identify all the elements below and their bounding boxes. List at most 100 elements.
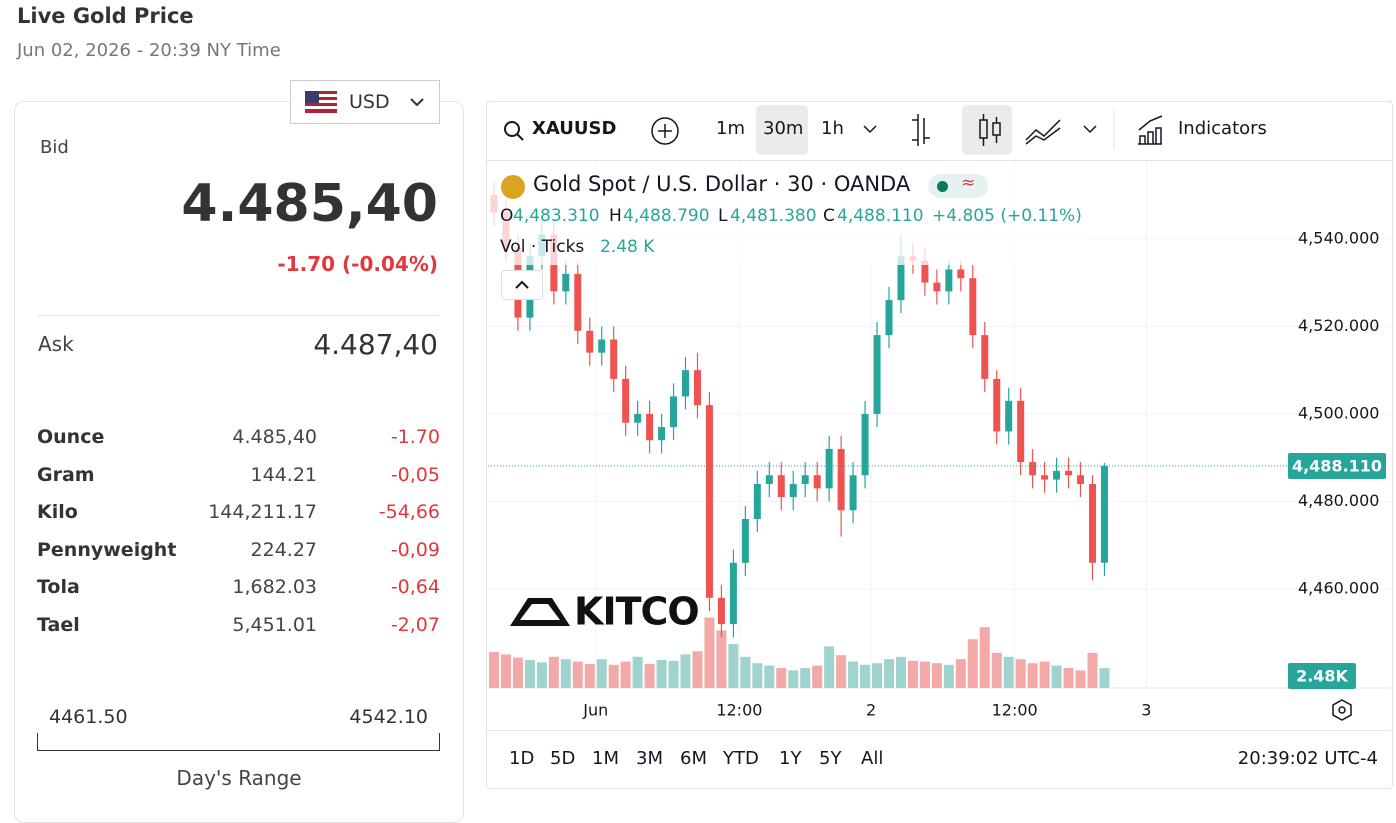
last-volume-label: 2.48K xyxy=(1296,667,1348,686)
volume-bar xyxy=(692,651,703,688)
settings-dot xyxy=(1338,706,1346,714)
y-tick-label: 4,460.000 xyxy=(1298,579,1379,598)
candle-body xyxy=(1065,470,1073,476)
range-button[interactable]: 1Y xyxy=(779,748,802,769)
volume-bar xyxy=(512,657,523,688)
ask: 4.487,40 xyxy=(313,328,438,361)
interval[interactable]: 1h xyxy=(821,118,844,139)
candle-body xyxy=(1017,400,1025,463)
ask-label: Ask xyxy=(38,332,74,356)
candle-body xyxy=(921,260,929,283)
candle-body xyxy=(1077,475,1085,484)
candle-body xyxy=(1053,470,1061,480)
candle-body xyxy=(741,519,749,563)
range-button[interactable]: 3M xyxy=(636,748,663,769)
x-tick-label: 2 xyxy=(866,701,876,720)
range-button[interactable]: YTD xyxy=(723,748,759,769)
volume-bar xyxy=(1027,663,1038,688)
search-icon[interactable] xyxy=(502,119,526,143)
collapse-button[interactable] xyxy=(501,270,543,300)
unit-change: -0,05 xyxy=(390,463,440,486)
interval[interactable]: 1m xyxy=(716,118,745,139)
unit-change: -0,64 xyxy=(390,576,440,599)
legend-vol-key: Vol · Ticks xyxy=(500,237,585,257)
last-price-tag xyxy=(1288,452,1386,479)
candle-body xyxy=(861,413,869,476)
candle-body xyxy=(658,427,666,441)
volume-bar xyxy=(919,661,930,688)
legend-h: 4,488.790 xyxy=(623,206,710,226)
volume-bar xyxy=(752,663,763,688)
range-button[interactable]: All xyxy=(861,748,884,769)
range-button[interactable]: 1D xyxy=(509,748,535,769)
status-dot xyxy=(937,181,948,192)
volume-bar xyxy=(931,663,942,688)
legend-l_key: L xyxy=(718,206,728,226)
legend-c: 4,488.110 xyxy=(837,206,924,226)
volume-bar xyxy=(872,663,883,688)
unit-name: Pennyweight xyxy=(37,538,177,561)
volume-bar xyxy=(632,656,643,688)
last-price-label: 4,488.110 xyxy=(1292,456,1382,475)
candle-body xyxy=(849,475,857,511)
candle-body xyxy=(598,339,606,353)
caret xyxy=(515,280,529,289)
indicators[interactable]: Indicators xyxy=(1178,118,1267,139)
range-button[interactable]: 5D xyxy=(550,748,576,769)
title: Live Gold Price xyxy=(17,4,194,28)
candle-body xyxy=(682,370,690,397)
y-tick-label: 4,480.000 xyxy=(1298,491,1379,510)
volume-bar xyxy=(548,656,559,688)
candle-body xyxy=(873,335,881,414)
candle-body xyxy=(1100,465,1108,563)
candle-body xyxy=(945,269,953,292)
candle-body xyxy=(634,413,642,423)
candle-body xyxy=(705,405,713,598)
candle-body xyxy=(1041,475,1049,480)
unit-name: Tael xyxy=(37,614,80,636)
y-tick-label: 4,520.000 xyxy=(1298,316,1379,335)
volume-bar xyxy=(1039,661,1050,688)
volume-bar xyxy=(812,665,823,688)
candle-body xyxy=(1029,462,1037,476)
candle-body xyxy=(957,269,965,279)
add-icon[interactable] xyxy=(650,116,680,146)
candle-body xyxy=(801,475,809,484)
candle-body xyxy=(777,475,785,498)
volume-bar xyxy=(500,654,511,688)
unit-change: -0,09 xyxy=(390,538,440,561)
legend-bg xyxy=(488,165,1088,265)
toolbar-icons xyxy=(863,110,1163,150)
candle-body xyxy=(693,370,701,406)
bid: 4.485,40 xyxy=(181,174,438,234)
candle-body xyxy=(885,300,893,336)
chevron xyxy=(410,98,424,107)
candle-body xyxy=(729,562,737,625)
range-button[interactable]: 6M xyxy=(680,748,707,769)
range-button[interactable]: 5Y xyxy=(819,748,842,769)
candle-body xyxy=(610,339,618,379)
volume-bar xyxy=(979,627,990,688)
volume-bar xyxy=(572,661,583,688)
range-button[interactable]: 1M xyxy=(592,748,619,769)
currency-select[interactable]: USD xyxy=(290,80,440,124)
unit-price: 224.27 xyxy=(250,538,317,561)
candle-body xyxy=(586,330,594,353)
candle-body xyxy=(789,483,797,498)
symbol[interactable]: XAUUSD xyxy=(532,118,617,139)
interval[interactable]: 30m xyxy=(763,118,804,139)
volume-bar xyxy=(836,655,847,688)
toolbar xyxy=(487,102,1391,161)
candle-body xyxy=(993,378,1001,432)
last-volume-tag xyxy=(1288,663,1356,689)
legend-o: 4,483.310 xyxy=(513,206,600,226)
legend-o_key: O xyxy=(500,206,514,226)
watermark-logo xyxy=(510,598,570,626)
range-bar xyxy=(37,733,440,751)
volume-bar xyxy=(860,664,871,688)
unit-name: Gram xyxy=(37,463,95,486)
legend-vol: 2.48 K xyxy=(600,237,655,257)
volume-bar xyxy=(704,617,715,688)
volume-bar xyxy=(943,664,954,688)
volume-bar xyxy=(584,664,595,688)
